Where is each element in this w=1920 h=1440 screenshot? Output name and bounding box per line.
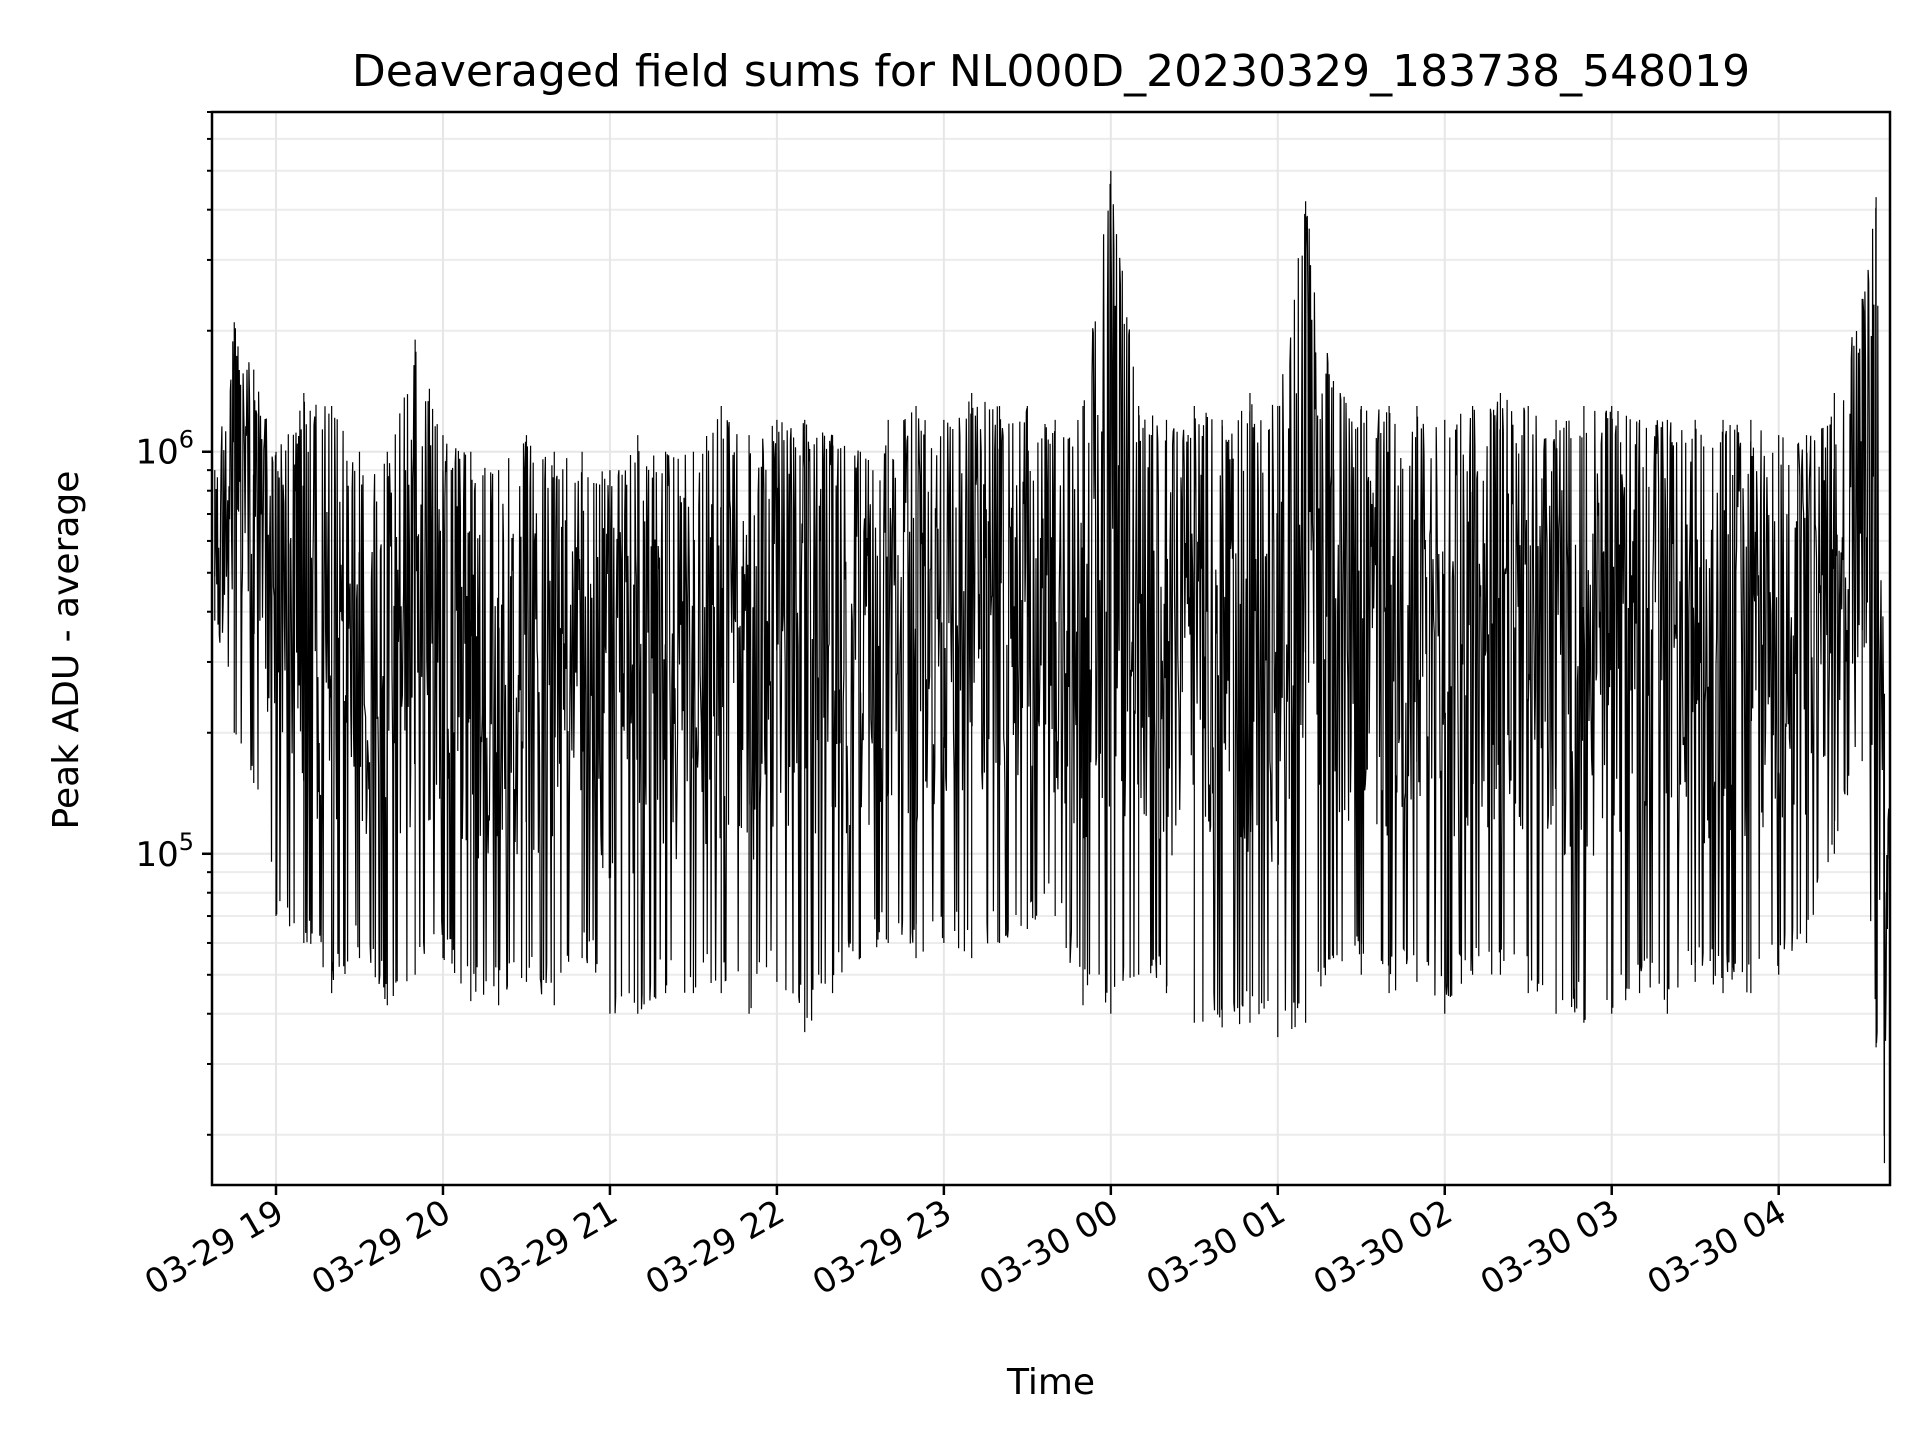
x-axis-label: Time <box>1006 1362 1095 1403</box>
x-tick-label: 03-30 00 <box>973 1192 1125 1303</box>
plot-frame <box>210 110 1892 1187</box>
x-tick-label: 03-30 01 <box>1140 1192 1292 1303</box>
y-axis: 105 106 <box>135 111 212 1136</box>
x-tick-label: 03-30 03 <box>1474 1192 1626 1303</box>
x-tick-label: 03-29 22 <box>639 1192 791 1303</box>
y-axis-label: Peak ADU - average <box>46 471 87 830</box>
x-tick-label: 03-29 23 <box>806 1192 958 1303</box>
x-tick-label: 03-29 19 <box>138 1192 290 1303</box>
x-tick-label: 03-30 02 <box>1307 1192 1459 1303</box>
y-tick-label: 106 <box>135 426 194 473</box>
x-axis: 03-29 19 03-29 20 03-29 21 03-29 22 03-29 23… <box>138 1185 1793 1303</box>
x-tick-label: 03-29 21 <box>472 1192 624 1303</box>
series-layer <box>214 170 1891 1164</box>
x-tick-label: 03-29 20 <box>305 1192 457 1303</box>
series-line <box>214 183 1891 1136</box>
x-tick-label: 03-30 04 <box>1641 1192 1793 1303</box>
chart-title: Deaveraged field sums for NL000D_2023032… <box>352 46 1750 97</box>
y-tick-label: 105 <box>135 828 194 875</box>
